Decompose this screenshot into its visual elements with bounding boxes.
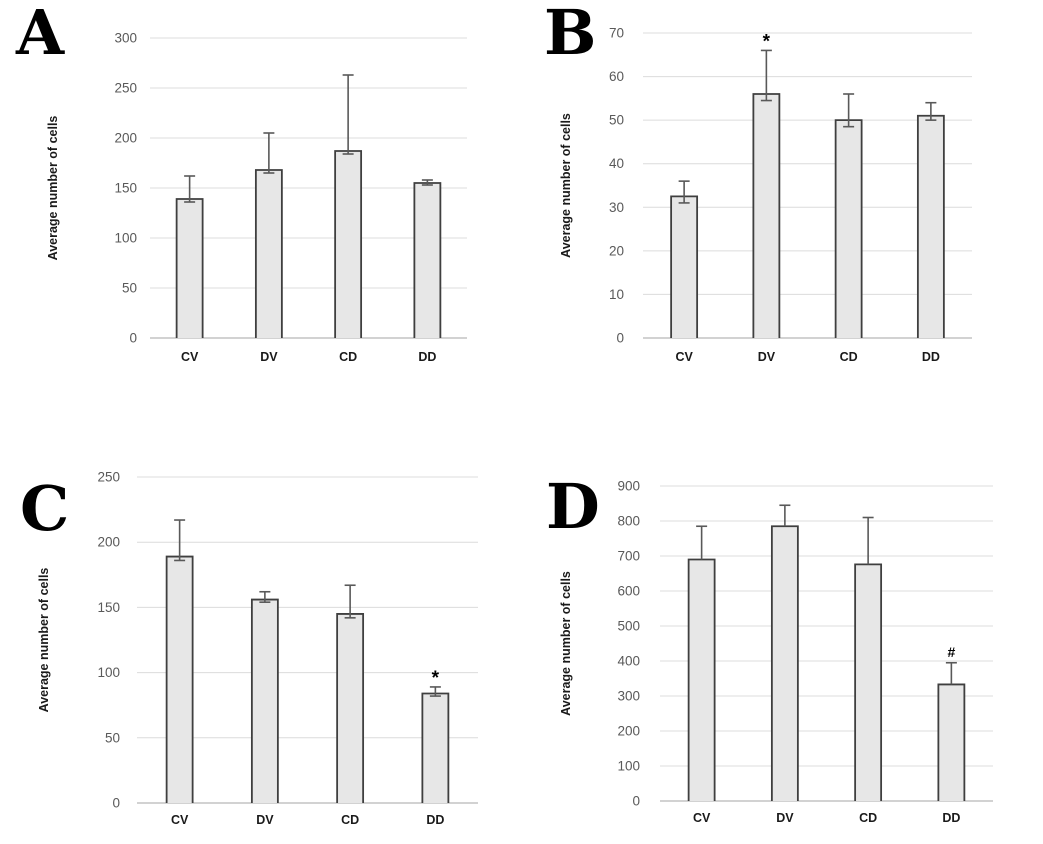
x-tick-label-cd: CD [339, 350, 357, 364]
bar-dd [937, 683, 966, 801]
y-tick-label: 100 [114, 231, 137, 246]
y-tick-label: 200 [97, 535, 120, 550]
bar-cd [334, 150, 363, 338]
chart-svg-c: 0 50 100 150 200 250 Average number of cells CV… [37, 470, 478, 827]
y-axis-title: Average number of cells [46, 116, 60, 261]
bar-dv [770, 525, 799, 801]
panel-a-letter: A [16, 0, 65, 69]
y-tick-label: 150 [114, 181, 137, 196]
error-bar-cv [696, 525, 708, 560]
y-tick-label: 10 [609, 287, 624, 302]
y-tick-label: 50 [122, 281, 137, 296]
y-tick-label: 500 [617, 619, 640, 634]
error-bar-cv [174, 519, 186, 562]
x-tick-label-dv: DV [776, 811, 794, 825]
y-tick-label: 50 [105, 730, 120, 745]
y-tick-label: 30 [609, 200, 624, 215]
error-bar-dv [779, 504, 791, 527]
y-tick-label: 150 [97, 600, 120, 615]
bar-dv [250, 598, 279, 803]
x-tick-label-dv: DV [260, 350, 278, 364]
error-bar-dd [925, 101, 937, 121]
panel-c-letter: C [20, 472, 70, 545]
y-tick-label: 20 [609, 243, 624, 258]
error-bar-dv [259, 590, 271, 603]
y-axis-title: Average number of cells [559, 113, 573, 258]
x-tick-label-cd: CD [859, 811, 877, 825]
panel-d-letter: D [546, 470, 600, 543]
y-tick-label: 100 [617, 759, 640, 774]
x-tick-label-cd: CD [840, 350, 858, 364]
y-tick-label: 900 [617, 479, 640, 494]
bar-dv [254, 169, 283, 338]
bar-cd [834, 119, 863, 338]
x-tick-label-cv: CV [675, 350, 693, 364]
bar-cv [175, 198, 204, 338]
error-bar-cv [678, 180, 690, 204]
bar-cd [336, 613, 365, 803]
x-tick-label-cv: CV [693, 811, 711, 825]
y-tick-label: 600 [617, 584, 640, 599]
y-tick-label: 40 [609, 156, 624, 171]
panel-b-letter: B [544, 0, 597, 69]
x-tick-label-dd: DD [942, 811, 960, 825]
x-tick-label-dv: DV [758, 350, 776, 364]
panel-d: D 0 100 200 300 400 500 600 700 800 900 Average nu… [520, 420, 1043, 844]
y-tick-label: 0 [129, 331, 137, 346]
panel-b: B 0 10 20 30 40 50 60 70 Average number of cells… [520, 0, 1043, 420]
y-tick-label: 300 [114, 31, 137, 46]
y-tick-label: 50 [609, 113, 624, 128]
error-bar-dd [945, 661, 957, 685]
chart-svg-d: 0 100 200 300 400 500 600 700 800 900 Average numb… [559, 479, 993, 825]
y-axis-title: Average number of cells [37, 568, 51, 713]
bar-cd [854, 563, 883, 801]
error-bar-dv [263, 132, 275, 174]
bar-cv [687, 558, 716, 801]
x-tick-label-dd: DD [426, 813, 444, 827]
x-tick-label-cv: CV [181, 350, 199, 364]
error-bar-cd [342, 74, 354, 155]
y-tick-label: 0 [616, 331, 624, 346]
annotation-star-dv: * [763, 31, 771, 52]
panel-a: A 0 50 100 150 200 250 300 Average number of ce… [0, 0, 520, 420]
bar-dd [413, 182, 442, 338]
chart-svg-a: 0 50 100 150 200 250 300 Average number of cell… [46, 31, 467, 364]
bar-cv [670, 195, 699, 338]
annotation-star-dd: * [432, 668, 440, 689]
y-axis-title: Average number of cells [559, 571, 573, 716]
y-tick-label: 0 [112, 796, 120, 811]
panel-c: C 0 50 100 150 200 250 Average number of cells… [0, 420, 520, 844]
x-tick-label-dv: DV [256, 813, 274, 827]
y-tick-label: 800 [617, 514, 640, 529]
y-tick-label: 400 [617, 654, 640, 669]
error-bar-cd [862, 516, 874, 565]
bar-dv [752, 93, 781, 338]
bar-cv [165, 555, 194, 803]
y-tick-label: 700 [617, 549, 640, 564]
x-tick-label-dd: DD [418, 350, 436, 364]
error-bar-cd [843, 93, 855, 128]
error-bar-dd [429, 686, 441, 697]
y-tick-label: 200 [114, 131, 137, 146]
y-tick-label: 300 [617, 689, 640, 704]
y-tick-label: 60 [609, 69, 624, 84]
y-tick-label: 250 [97, 470, 120, 485]
chart-svg-b: 0 10 20 30 40 50 60 70 Average number of cells CV… [559, 26, 972, 364]
bar-dd [421, 692, 450, 803]
error-bar-dv [760, 49, 772, 102]
error-bar-cd [344, 584, 356, 619]
error-bar-dd [421, 179, 433, 186]
y-tick-label: 100 [97, 665, 120, 680]
x-tick-label-dd: DD [922, 350, 940, 364]
y-tick-label: 200 [617, 724, 640, 739]
error-bar-cv [184, 175, 196, 203]
annotation-hash-dd: # [947, 644, 955, 660]
x-tick-label-cd: CD [341, 813, 359, 827]
y-tick-label: 250 [114, 81, 137, 96]
x-tick-label-cv: CV [171, 813, 189, 827]
y-tick-label: 0 [632, 794, 640, 809]
bar-dd [916, 114, 945, 338]
y-tick-label: 70 [609, 26, 624, 41]
